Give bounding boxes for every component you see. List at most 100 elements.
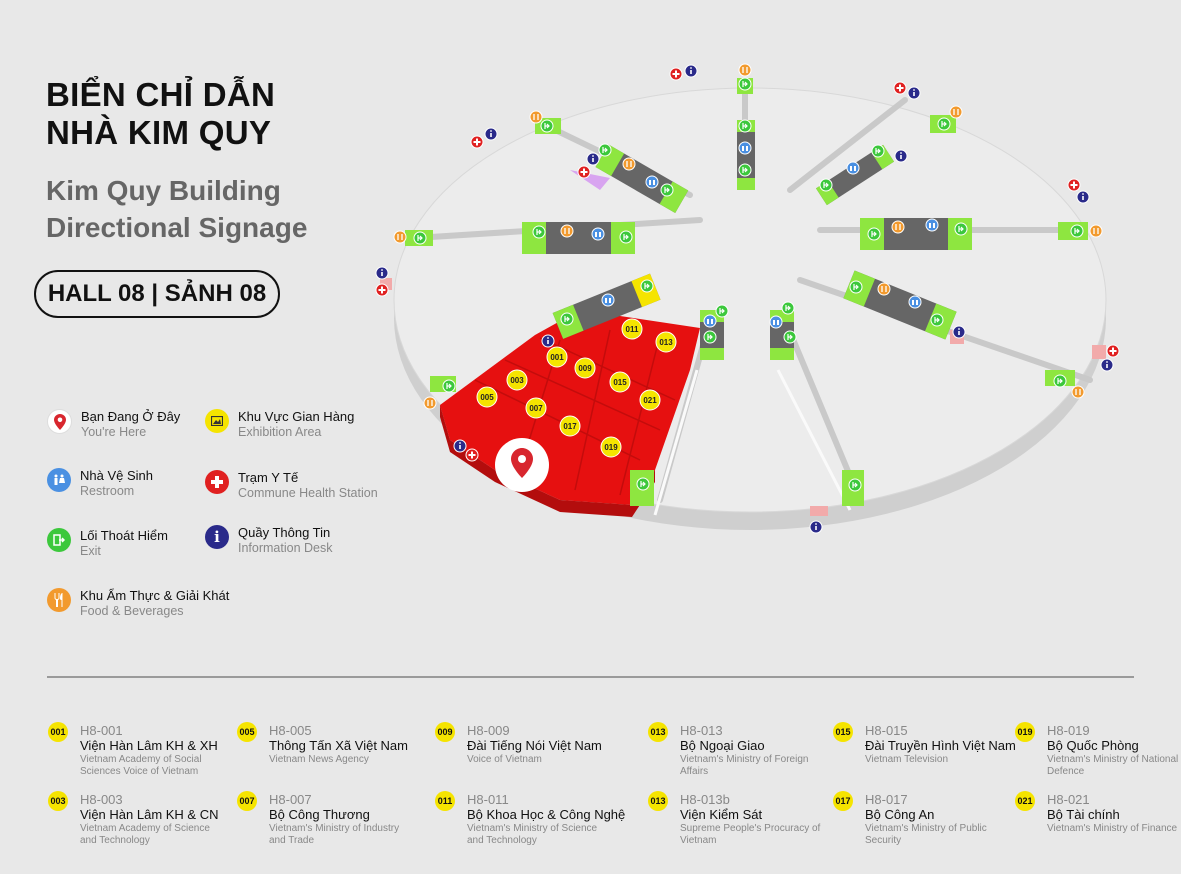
exit-icon bbox=[954, 222, 968, 236]
booth-number: 013 bbox=[659, 338, 673, 347]
food-icon bbox=[949, 105, 963, 119]
booth-marker-001: 001 bbox=[546, 346, 568, 368]
booth-number-badge: 013 bbox=[648, 791, 668, 811]
booth-marker-005: 005 bbox=[476, 386, 498, 408]
booth-code: H8-019 bbox=[1047, 723, 1090, 738]
booth-number-badge: 015 bbox=[833, 722, 853, 742]
medical-cross-icon bbox=[577, 165, 591, 179]
restroom-icon bbox=[601, 293, 615, 307]
exhibitor-english-name: Vietnam's Ministry of Foreign Affairs bbox=[680, 754, 809, 777]
exit-icon bbox=[703, 330, 717, 344]
directory-entry: 001 H8-001 Viện Hàn Lâm KH & XH Vietnam Aca… bbox=[48, 722, 225, 778]
booth-code: H8-017 bbox=[865, 792, 908, 807]
exit-icon bbox=[937, 117, 951, 131]
medical-cross-icon bbox=[470, 135, 484, 149]
directory-entry: 007 H8-007 Bộ Công Thương Vietnam's Ministr… bbox=[237, 791, 414, 847]
booth-number: 003 bbox=[510, 376, 524, 385]
exhibitor-english-name: Vietnam's Ministry of National Defence bbox=[1047, 754, 1179, 777]
exhibitor-english-name: Supreme People's Procuracy of Vietnam bbox=[680, 823, 821, 846]
page-title: BIỂN CHỈ DẪN NHÀ KIM QUY bbox=[46, 76, 275, 152]
title-line-1: BIỂN CHỈ DẪN bbox=[46, 76, 276, 113]
info-icon bbox=[684, 64, 698, 78]
booth-code: H8-021 bbox=[1047, 792, 1090, 807]
exhibitor-english-name: Vietnam Academy of Science and Technolog… bbox=[80, 823, 210, 846]
info-icon: i bbox=[205, 525, 229, 549]
booth-marker-013: 013 bbox=[655, 331, 677, 353]
exhibitor-english-name: Vietnam's Ministry of Industry and Trade bbox=[269, 823, 400, 846]
exit-icon bbox=[738, 77, 752, 91]
subtitle-line-1: Kim Quy Building bbox=[46, 175, 281, 206]
exhibitor-name: Bộ Khoa Học & Công Nghệ bbox=[467, 807, 626, 822]
medical-cross-icon bbox=[893, 81, 907, 95]
exhibitor-name: Thông Tấn Xã Việt Nam bbox=[269, 738, 408, 753]
booth-number: 019 bbox=[604, 443, 618, 452]
booth-marker-017: 017 bbox=[559, 415, 581, 437]
info-icon bbox=[1076, 190, 1090, 204]
booth-number-badge: 005 bbox=[237, 722, 257, 742]
legend-you-are-here: Bạn Đang Ở Đây You're Here bbox=[47, 409, 180, 440]
booth-number: 017 bbox=[563, 422, 577, 431]
booth-markers: 001 003 005 007 009 011 013 015 017 019 021 bbox=[476, 318, 677, 458]
exit-icon bbox=[738, 163, 752, 177]
info-icon bbox=[375, 266, 389, 280]
exhibitor-name: Bộ Công An bbox=[865, 807, 935, 822]
medical-cross-icon bbox=[375, 283, 389, 297]
directory-entry: 009 H8-009 Đài Tiếng Nói Việt Nam Voice of … bbox=[435, 722, 612, 766]
exhibitor-english-name: Vietnam News Agency bbox=[269, 754, 369, 765]
booth-marker-009: 009 bbox=[574, 357, 596, 379]
you-are-here-marker bbox=[495, 438, 549, 492]
food-icon bbox=[529, 110, 543, 124]
restroom-icon bbox=[738, 141, 752, 155]
exit-icon bbox=[848, 478, 862, 492]
food-icon bbox=[423, 396, 437, 410]
exhibitor-english-name: Vietnam's Ministry of Science and Techno… bbox=[467, 823, 598, 846]
legend-food: Khu Ẩm Thực & Giải Khát Food & Beverages bbox=[47, 588, 229, 619]
info-icon bbox=[586, 152, 600, 166]
legend-health-station: Trạm Y Tế Commune Health Station bbox=[205, 470, 378, 501]
segment-gaps bbox=[653, 369, 852, 516]
exit-icon bbox=[560, 312, 574, 326]
booth-marker-021: 021 bbox=[639, 389, 661, 411]
directory-entry: 005 H8-005 Thông Tấn Xã Việt Nam Vietnam Ne… bbox=[237, 722, 414, 766]
booth-number-badge: 001 bbox=[48, 722, 68, 742]
exhibitor-name: Viện Hàn Lâm KH & XH bbox=[80, 738, 218, 753]
page-subtitle: Kim Quy Building Directional Signage bbox=[46, 172, 307, 246]
info-icon bbox=[809, 520, 823, 534]
restroom-icon bbox=[47, 468, 71, 492]
food-icon bbox=[877, 282, 891, 296]
medical-cross-icon bbox=[205, 470, 229, 494]
booth-number: 005 bbox=[480, 393, 494, 402]
exhibitor-english-name: Vietnam Academy of Social Sciences Voice… bbox=[80, 754, 202, 777]
restroom-icon bbox=[846, 161, 860, 175]
directory-entry: 017 H8-017 Bộ Công An Vietnam's Ministry of… bbox=[833, 791, 1010, 847]
booth-number-badge: 017 bbox=[833, 791, 853, 811]
booth-code: H8-001 bbox=[80, 723, 123, 738]
directory-entry: 019 H8-019 Bộ Quốc Phòng Vietnam's Ministry… bbox=[1015, 722, 1181, 778]
info-icon bbox=[453, 439, 467, 453]
info-icon bbox=[541, 334, 555, 348]
exhibitor-name: Bộ Ngoại Giao bbox=[680, 738, 765, 753]
exhibitor-name: Viện Hàn Lâm KH & CN bbox=[80, 807, 219, 822]
exhibitor-name: Bộ Tài chính bbox=[1047, 807, 1120, 822]
booth-code: H8-013b bbox=[680, 792, 730, 807]
medical-cross-icon bbox=[669, 67, 683, 81]
booth-number-badge: 019 bbox=[1015, 722, 1035, 742]
section-divider bbox=[47, 676, 1134, 678]
booth-code: H8-015 bbox=[865, 723, 908, 738]
exit-icon bbox=[540, 119, 554, 133]
legend-info-desk: i Quầy Thông Tin Information Desk bbox=[205, 525, 332, 556]
exit-icon bbox=[781, 301, 795, 315]
booth-number: 009 bbox=[578, 364, 592, 373]
exit-icon bbox=[598, 143, 612, 157]
medical-cross-icon bbox=[1106, 344, 1120, 358]
exit-icon bbox=[930, 313, 944, 327]
food-icon bbox=[47, 588, 71, 612]
food-icon bbox=[393, 230, 407, 244]
exit-icon bbox=[47, 528, 71, 552]
restroom-icon bbox=[645, 175, 659, 189]
exit-icon bbox=[871, 144, 885, 158]
exit-icon bbox=[640, 279, 654, 293]
exhibitor-english-name: Vietnam's Ministry of Finance bbox=[1047, 823, 1178, 834]
info-icon bbox=[1100, 358, 1114, 372]
legend-restroom: Nhà Vệ Sinh Restroom bbox=[47, 468, 153, 499]
